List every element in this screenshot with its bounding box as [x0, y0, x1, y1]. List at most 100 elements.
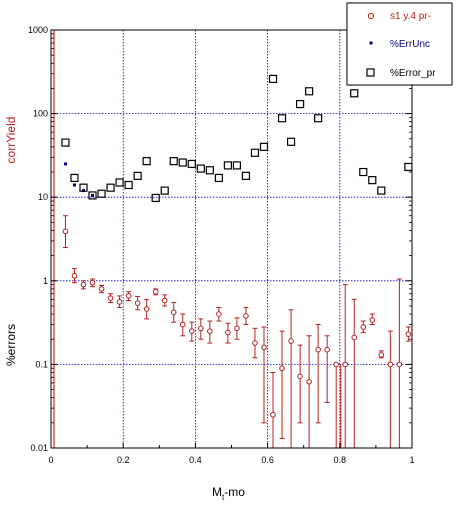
- x-axis-title: Mt-mo: [212, 485, 245, 502]
- data-point: [387, 361, 394, 368]
- data-point: [243, 313, 249, 319]
- x-tick-label: 1: [409, 455, 414, 465]
- data-point: [188, 328, 195, 334]
- data-point: [250, 148, 260, 157]
- y-tick-label: 1: [43, 276, 48, 286]
- legend-marker-error-pr: [366, 68, 375, 77]
- data-point: [396, 361, 403, 368]
- data-point: [333, 361, 339, 368]
- legend: s1 y.4 pr- %ErrUnc %Error_pr: [346, 2, 453, 86]
- data-point: [116, 299, 123, 305]
- y-tick-label: 0.1: [35, 359, 48, 369]
- series-2: [61, 74, 413, 203]
- x-tick-label: 0.2: [117, 455, 130, 465]
- data-point: [288, 338, 294, 344]
- data-point: [70, 173, 79, 183]
- data-point: [223, 161, 232, 170]
- data-point: [178, 158, 187, 167]
- data-point: [368, 176, 377, 185]
- data-point: [106, 183, 115, 192]
- legend-label-err-unc: %ErrUnc: [390, 39, 430, 50]
- data-point: [63, 162, 67, 166]
- x-tick-label: 0: [48, 455, 53, 465]
- legend-marker-err-unc: [369, 41, 373, 45]
- data-point: [232, 161, 242, 170]
- data-point: [259, 142, 269, 151]
- y-tick-label: 100: [33, 109, 48, 119]
- data-point: [252, 340, 258, 346]
- data-point: [72, 183, 76, 187]
- data-point: [314, 114, 323, 123]
- grid: [51, 30, 412, 448]
- data-point: [161, 297, 168, 304]
- data-point: [151, 193, 160, 203]
- legend-label-s1: s1 y.4 pr-: [390, 11, 431, 22]
- plot-frame: [50, 29, 413, 449]
- data-point: [214, 173, 223, 183]
- data-point: [88, 191, 97, 200]
- data-point: [225, 329, 231, 336]
- legend-label-error-pr: %Error_pr: [390, 68, 436, 79]
- data-point: [216, 311, 222, 317]
- y-tick-label: 0.01: [30, 443, 48, 453]
- x-tick-label: 0.4: [189, 455, 202, 465]
- data-point: [160, 186, 169, 195]
- data-point: [270, 411, 276, 418]
- data-point: [369, 317, 376, 323]
- y-tick-label: 1000: [28, 25, 48, 35]
- data-point: [62, 228, 69, 235]
- y-axis-title-top: corrYield: [4, 117, 18, 164]
- data-point: [378, 352, 385, 358]
- x-tick-label: 0.8: [334, 455, 347, 465]
- data-point: [124, 180, 133, 190]
- data-point: [61, 138, 70, 147]
- data-point: [97, 189, 106, 198]
- data-point: [79, 183, 88, 192]
- data-point: [286, 137, 296, 146]
- data-point: [170, 309, 177, 316]
- data-point: [342, 361, 349, 368]
- data-point: [315, 346, 321, 353]
- data-point: [169, 157, 178, 166]
- data-point: [115, 178, 124, 187]
- data-point: [187, 159, 196, 169]
- data-point: [295, 99, 305, 109]
- data-point: [89, 279, 96, 286]
- data-point: [305, 87, 314, 96]
- data-point: [143, 306, 150, 312]
- series-0: [62, 215, 412, 449]
- data-point: [142, 157, 151, 166]
- x-axis-title-main: M: [212, 485, 222, 499]
- data-point: [91, 193, 95, 197]
- x-axis-title-sub: t: [222, 493, 225, 502]
- highlight-lines: [53, 30, 342, 448]
- data-point: [205, 166, 214, 175]
- data-point: [234, 325, 240, 332]
- data-point: [306, 378, 312, 385]
- data-point: [324, 346, 330, 353]
- data-point: [261, 344, 267, 351]
- legend-box: [346, 2, 453, 86]
- data-point: [134, 300, 141, 306]
- data-point: [360, 324, 367, 330]
- y-axis-title-bottom: %errors: [4, 324, 18, 366]
- data-point: [359, 167, 368, 177]
- series: [61, 74, 413, 449]
- data-point: [196, 164, 205, 173]
- data-point: [179, 321, 186, 328]
- y-tick-label: 10: [38, 192, 48, 202]
- data-point: [351, 334, 358, 341]
- legend-marker-s1: [367, 12, 375, 20]
- data-point: [98, 286, 105, 292]
- x-axis-title-suffix: -mo: [224, 485, 245, 499]
- x-tick-label: 0.6: [261, 455, 274, 465]
- data-point: [125, 293, 132, 299]
- data-point: [207, 328, 213, 334]
- data-point: [152, 288, 159, 295]
- data-point: [268, 74, 278, 84]
- data-point: [80, 281, 87, 288]
- data-point: [198, 325, 204, 332]
- data-point: [377, 186, 386, 195]
- data-point: [107, 295, 114, 301]
